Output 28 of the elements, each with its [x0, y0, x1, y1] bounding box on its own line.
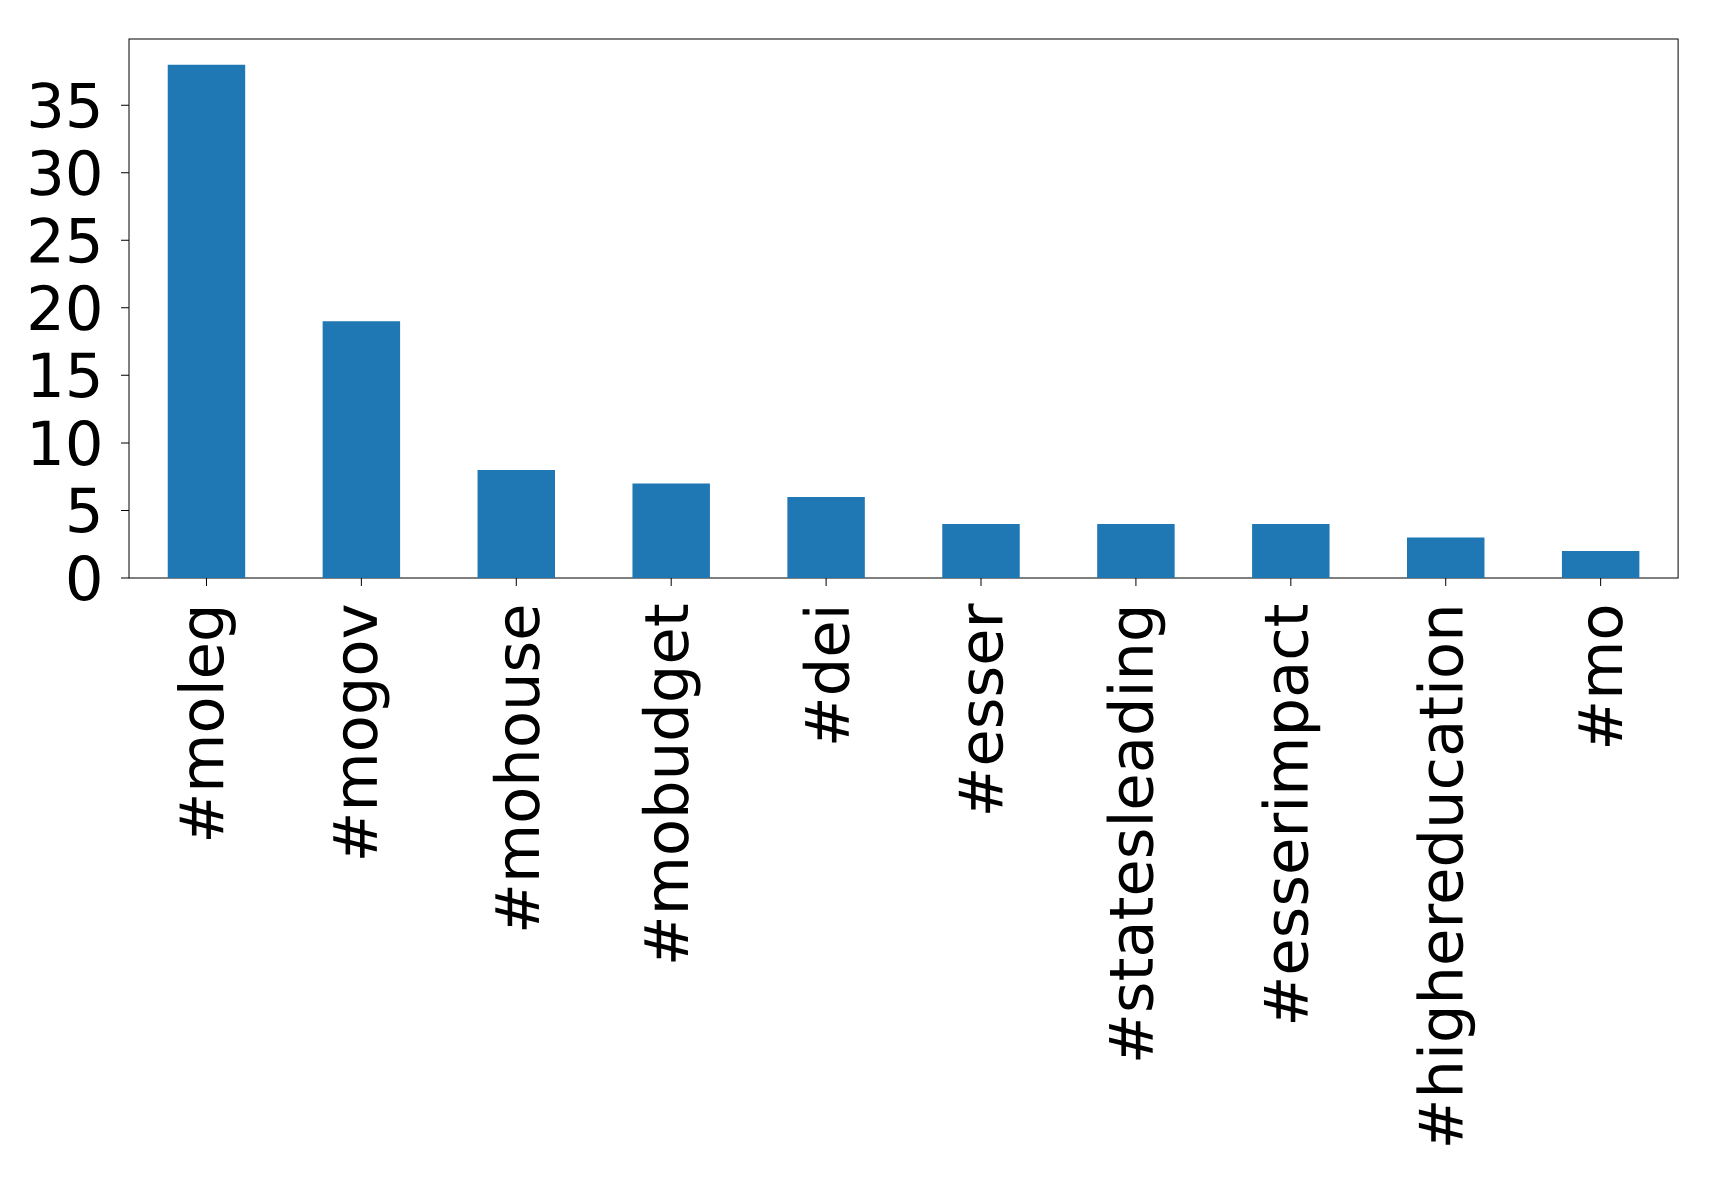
y-tick-label: 25	[30, 217, 99, 264]
bar	[1561, 550, 1640, 578]
x-tick-label: #dei	[802, 609, 850, 743]
x-tick-label: #highereducation	[1416, 608, 1476, 1145]
y-tick-label: 30	[30, 149, 100, 196]
y-tick-label: 35	[30, 82, 99, 129]
bar	[787, 496, 865, 578]
x-tick-label: #statesleading	[1106, 608, 1166, 1060]
x-tick-label: #mogov	[333, 605, 390, 858]
x-tick-label: #mobudget	[641, 604, 701, 962]
y-tick-label: 0	[68, 555, 100, 601]
bar	[477, 469, 555, 578]
x-tick-label: #mo	[1578, 606, 1623, 747]
bar	[1252, 523, 1330, 578]
bar	[322, 321, 401, 578]
bar	[167, 64, 246, 578]
x-tick-label: #moleg	[177, 608, 236, 839]
y-tick-label: 5	[69, 487, 99, 534]
bar	[632, 483, 710, 578]
y-tick-label: 15	[32, 352, 99, 398]
x-tick-label: #esserimpact	[1261, 604, 1321, 1022]
bar	[1407, 537, 1485, 578]
y-tick-label: 20	[30, 284, 100, 331]
x-tick-label: #esser	[958, 603, 1004, 813]
y-tick-label: 10	[32, 419, 100, 466]
bar	[942, 523, 1020, 578]
x-tick-label: #mohouse	[492, 606, 540, 930]
bar	[1097, 523, 1175, 578]
